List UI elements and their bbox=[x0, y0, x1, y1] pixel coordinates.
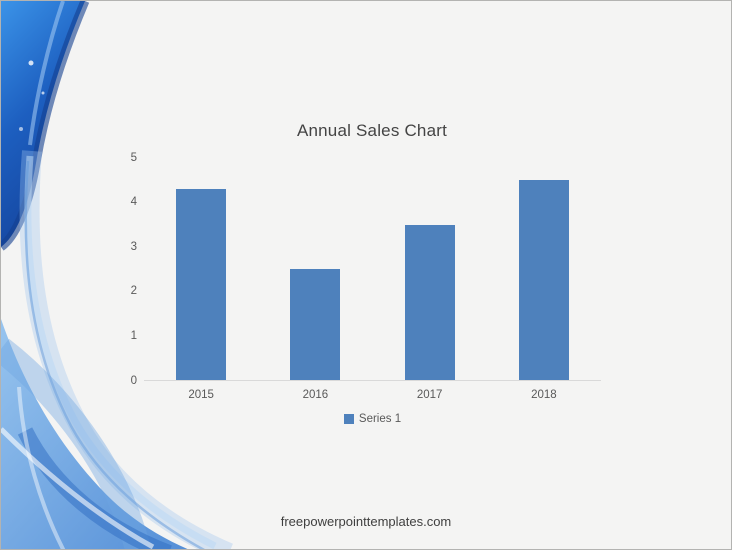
sparkle-dot bbox=[41, 91, 45, 95]
bar-column bbox=[258, 158, 372, 380]
plot-area bbox=[144, 158, 601, 381]
bar-2018 bbox=[518, 180, 569, 380]
corner-wave-shape bbox=[1, 1, 85, 247]
chart-title: Annual Sales Chart bbox=[296, 121, 448, 140]
y-axis-tick-label: 3 bbox=[130, 240, 137, 253]
y-axis-tick-label: 2 bbox=[130, 285, 137, 298]
sparkle-dot bbox=[19, 127, 23, 131]
x-axis: 2015 2016 2017 2018 bbox=[144, 389, 601, 401]
footer-text: freepowerpointtemplates.com bbox=[280, 514, 452, 529]
y-axis-tick-label: 0 bbox=[130, 374, 137, 387]
x-axis-tick-label: 2015 bbox=[188, 389, 214, 401]
y-axis-tick-label: 5 bbox=[130, 151, 137, 164]
bar-2016 bbox=[290, 269, 341, 380]
white-streak bbox=[1, 427, 155, 549]
y-axis: 0 1 2 3 4 5 bbox=[105, 152, 137, 386]
bar-2017 bbox=[404, 224, 455, 380]
bottom-dark-ribbon bbox=[17, 427, 172, 549]
bar-column bbox=[487, 158, 601, 380]
legend: Series 1 bbox=[144, 413, 601, 425]
legend-label: Series 1 bbox=[358, 413, 402, 425]
corner-wave-dark-edge bbox=[1, 1, 90, 251]
sparkle-dot bbox=[28, 60, 34, 66]
corner-wave-highlight bbox=[28, 1, 65, 146]
legend-swatch bbox=[343, 414, 354, 424]
x-axis-tick-label: 2016 bbox=[302, 389, 329, 401]
x-axis-tick-label: 2018 bbox=[531, 389, 557, 401]
y-axis-tick-label: 4 bbox=[130, 195, 137, 208]
bar-column bbox=[373, 158, 487, 380]
bar-column bbox=[144, 158, 258, 380]
x-axis-tick-label: 2017 bbox=[416, 389, 443, 401]
y-axis-tick-label: 1 bbox=[130, 329, 137, 342]
bar-2015 bbox=[176, 189, 227, 380]
